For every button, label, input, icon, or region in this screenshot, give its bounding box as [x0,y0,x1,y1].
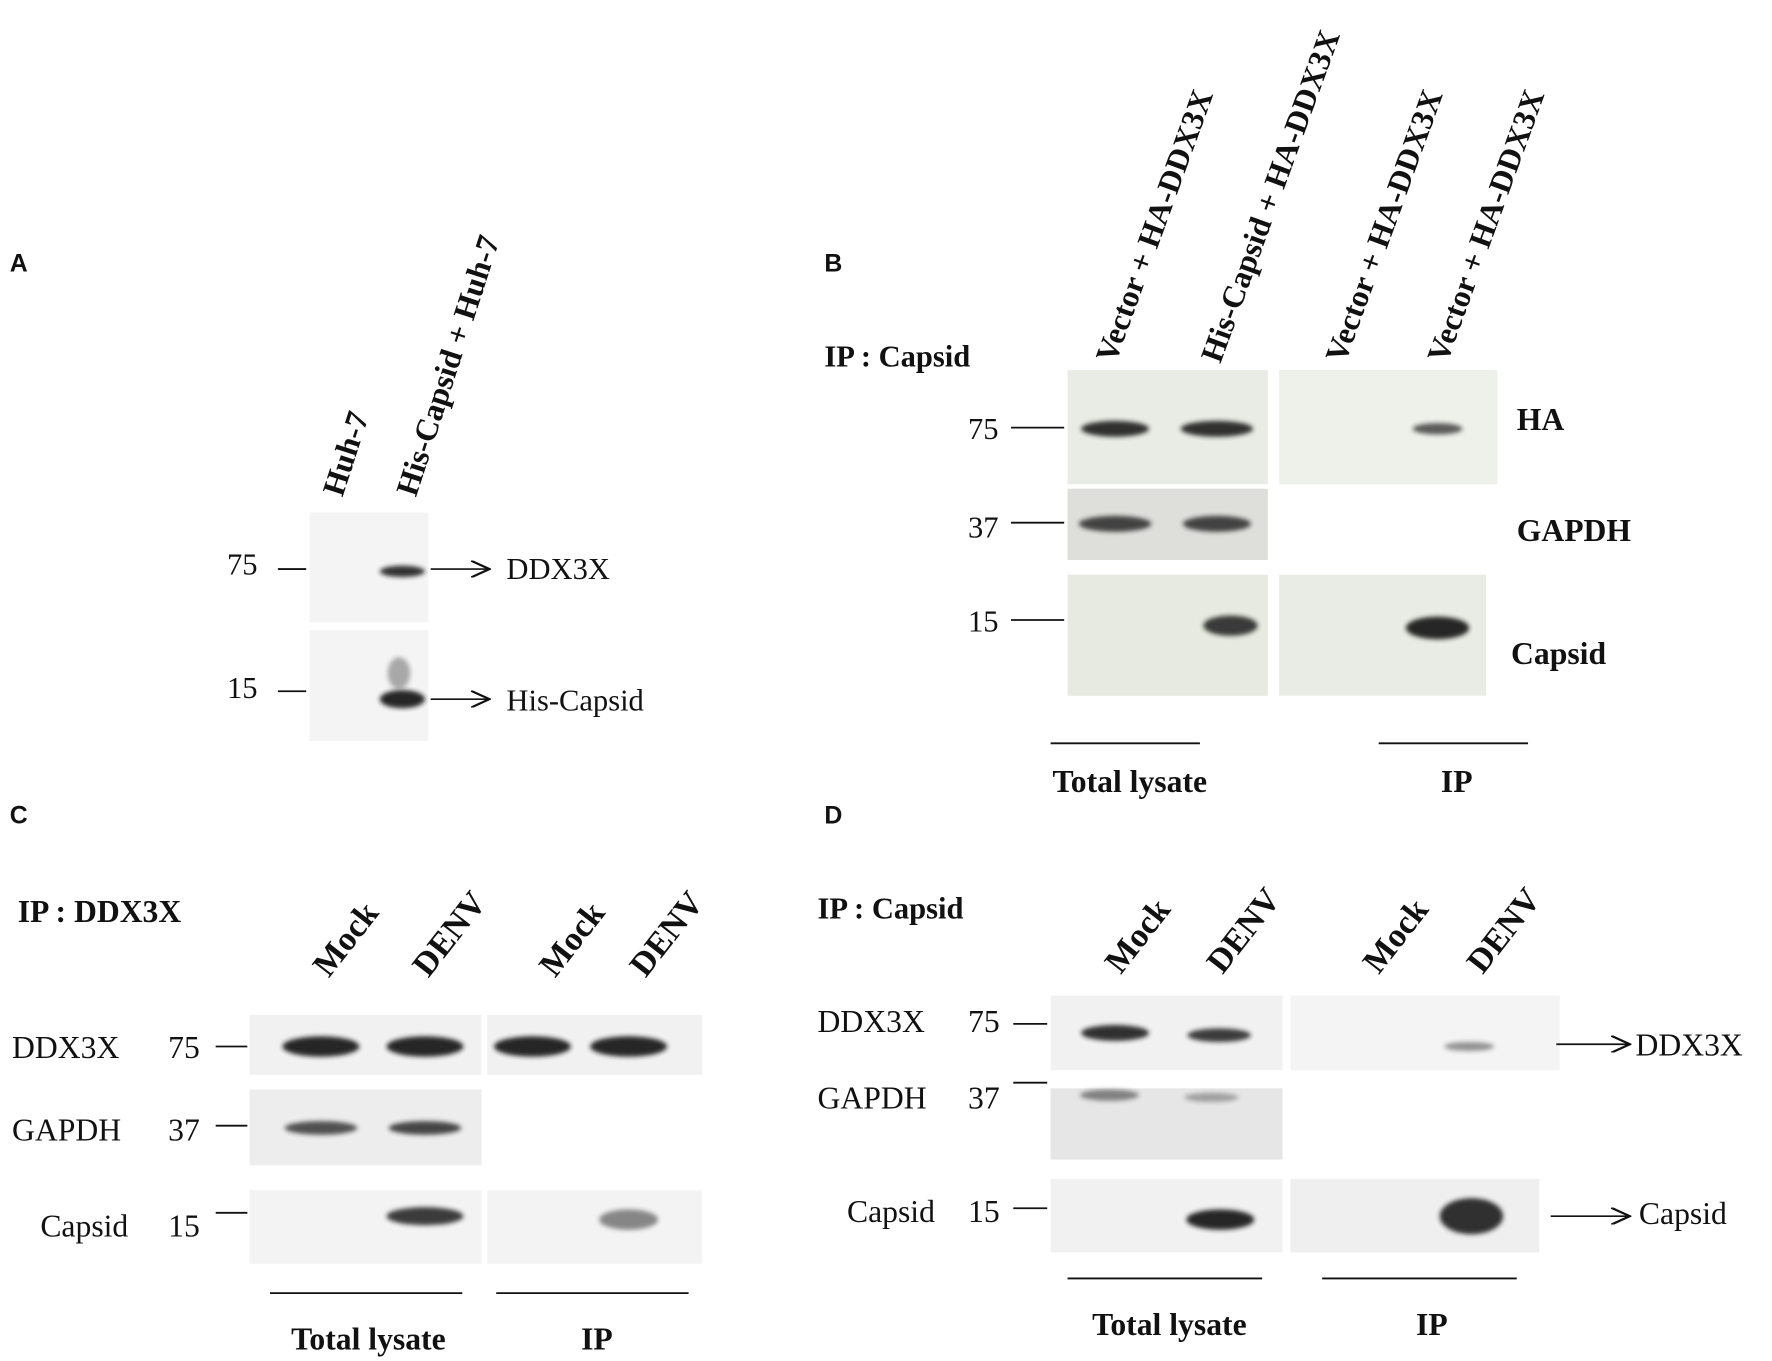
lane-label: DENV [623,885,712,984]
marker-label: 37 [168,1112,200,1147]
band-label: His-Capsid [506,683,643,717]
band [1182,515,1251,532]
ip-label: IP : Capsid [824,340,970,374]
protein-label: Capsid [847,1194,935,1229]
lane-label: Mock [1098,892,1178,980]
band [590,1036,668,1057]
band [1180,420,1254,437]
protein-label: GAPDH [12,1112,121,1147]
panel-label: D [824,802,842,830]
band [1405,616,1470,640]
band [1081,1024,1150,1041]
marker-label: 37 [968,1081,1000,1116]
lane-label: DENV [1460,881,1549,980]
marker-label: 75 [168,1030,200,1065]
panel-label: A [10,250,28,278]
group-label: IP [1416,1307,1448,1342]
band [1439,1198,1504,1235]
marker-label: 75 [227,548,258,582]
protein-label: DDX3X [818,1004,925,1039]
marker-label: 15 [168,1209,200,1244]
band [1203,615,1258,636]
panel-label: B [824,250,842,278]
blot [487,1190,703,1264]
lane-label: DENV [406,885,495,984]
ip-label: IP : DDX3X [18,894,182,929]
lane-label: Vector + HA-DDX3X [1089,85,1220,367]
group-label: Total lysate [1092,1307,1246,1342]
band [379,565,425,577]
band [1186,1209,1255,1230]
band-label: Capsid [1639,1196,1727,1231]
blot [1290,995,1560,1071]
lane-label: Mock [306,895,386,983]
blot [1279,369,1498,485]
band [599,1209,659,1230]
group-label: Total lysate [291,1322,445,1357]
marker-label: 37 [968,510,999,544]
band [1187,1028,1251,1042]
band-label: DDX3X [506,552,609,586]
protein-label: Capsid [40,1209,128,1244]
band-label: HA [1517,402,1565,437]
band [1184,1092,1239,1102]
group-label: Total lysate [1053,764,1207,799]
lane-label: His-Capsid + HA-DDX3X [1194,25,1347,366]
band [1081,420,1150,437]
band-label: GAPDH [1517,513,1632,548]
band [1444,1041,1495,1052]
lane-label: Mock [532,895,612,983]
band [282,1036,360,1057]
marker-label: 15 [227,671,258,705]
band [379,690,425,709]
blot [249,1190,482,1264]
lane-label: Vector + HA-DDX3X [1420,85,1551,367]
group-label: IP [581,1322,613,1357]
lane-label: DENV [1200,881,1289,980]
band [284,1121,358,1135]
marker-label: 15 [968,604,999,638]
band [493,1036,571,1057]
blot [1050,1088,1283,1160]
band [386,1036,464,1057]
blot [309,630,429,742]
marker-label: 15 [968,1194,1000,1229]
marker-label: 75 [968,1004,1000,1039]
group-label: IP [1441,764,1473,799]
protein-label: GAPDH [818,1081,927,1116]
marker-label: 75 [968,412,999,446]
lane-label: Mock [1356,892,1436,980]
band-label: DDX3X [1636,1028,1743,1063]
band [1412,423,1463,435]
band [387,657,411,689]
band [1078,515,1152,532]
band-label: Capsid [1511,636,1606,671]
ip-label: IP : Capsid [818,892,964,926]
lane-label: His-Capsid + Huh-7 [389,231,506,500]
lane-label: Huh-7 [316,407,376,500]
band [1080,1089,1139,1101]
band [386,1207,464,1226]
protein-label: DDX3X [12,1030,119,1065]
band [388,1121,462,1135]
panel-label: C [10,802,28,830]
lane-label: Vector + HA-DDX3X [1318,85,1449,367]
